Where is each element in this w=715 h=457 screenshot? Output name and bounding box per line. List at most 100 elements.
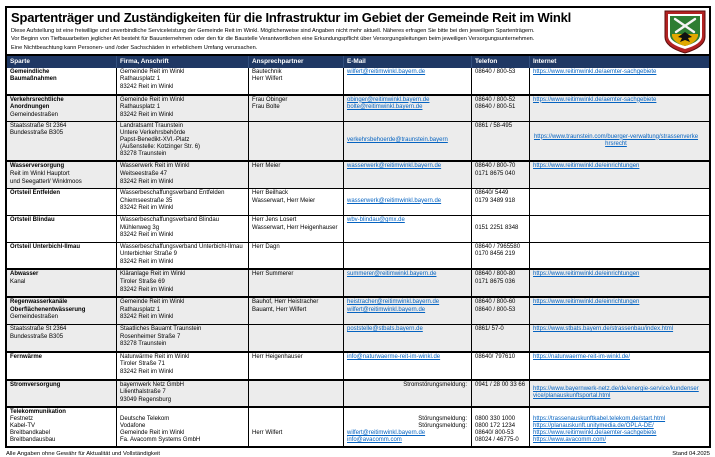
text-line: Weitseestraße 47: [120, 170, 167, 177]
column-header-email: E-Mail: [343, 55, 471, 68]
text-line: 0179 3489 918: [475, 197, 516, 204]
text-line: 0861/ 57-0: [475, 326, 504, 333]
cell-firma-anschrift: Landratsamt Traunstein Untere Verkehrsbeh…: [116, 122, 248, 161]
text-line: Breitbandausbau: [10, 437, 56, 444]
hyperlink[interactable]: https://www.stbats.bayern.de/strassenbau…: [533, 326, 674, 333]
hyperlink[interactable]: summerer@reitimwinkl.bayern.de: [347, 271, 437, 278]
cell-telefon: 0151 2251 8348: [471, 215, 529, 242]
text-line: Wasserversorgung: [10, 163, 65, 170]
hyperlink[interactable]: info@naturwaerme-reit-im-winkl.de: [347, 353, 441, 360]
hyperlink[interactable]: info@avacomm.com: [347, 437, 402, 444]
text-line: Anordnungen: [10, 104, 50, 111]
text-line: Naturwärme Reit im Winkl: [120, 353, 190, 360]
table-row: Fernwärme Naturwärme Reit im Winkl Tiroler…: [7, 350, 709, 379]
text-line: Rosenheimer Straße 7: [120, 333, 181, 340]
text-line: 0171 8675 040: [475, 170, 516, 177]
cell-telefon: 0861/ 57-0: [471, 325, 529, 351]
text-line: Wasserbeschaffungsverband Blindau: [120, 216, 220, 223]
table-row: Verkehrsrechtliche Anordnungen Gemeindestr…: [7, 93, 709, 122]
table-body: Gemeindliche Baumaßnahmen Gemeinde Reit im…: [5, 67, 711, 449]
text-line: Störungsmeldung:: [418, 423, 467, 430]
text-line: (Außenstelle: Kotzinger Str. 6): [120, 144, 201, 151]
cell-email: wasserwerk@reitimwinkl.bayern.de: [343, 162, 471, 189]
hyperlink[interactable]: heistracher@reitimwinkl.bayern.de: [347, 299, 440, 306]
text-line: Tiroler Straße 69: [120, 279, 165, 286]
text-line: Ortsteil Unterbichl-Ilmau: [10, 243, 81, 250]
hyperlink[interactable]: wilfert@reitimwinkl.bayern.de: [347, 430, 426, 437]
cell-telefon: 08640 / 800-52 08640 / 800-51: [471, 95, 529, 122]
text-line: Herr Dagn: [252, 243, 280, 250]
cell-ansprechpartner: Herr Jens Losert Wasserwart, Herr Heigenh…: [248, 215, 343, 242]
hyperlink[interactable]: bolte@reitimwinkl.bayern.de: [347, 104, 423, 111]
cell-telefon: 08640/ 797610: [471, 352, 529, 379]
cell-telefon: 08640 / 800-70 0171 8675 040: [471, 162, 529, 189]
hyperlink[interactable]: wasserwerk@reitimwinkl.bayern.de: [347, 163, 442, 170]
text-line: Rathausplatz 1: [120, 104, 161, 111]
cell-internet: https://trassenauskunftkabel.telekom.de/…: [529, 408, 701, 447]
hyperlink[interactable]: https://www.reitimwinkl.de/einrichtungen: [533, 271, 640, 278]
column-header-telefon: Telefon: [471, 55, 529, 68]
cell-sparte: Gemeindliche Baumaßnahmen: [7, 68, 116, 94]
hyperlink[interactable]: wilfert@reitimwinkl.bayern.de: [347, 306, 426, 313]
text-line: 08640 / 800-80: [475, 271, 516, 278]
hyperlink[interactable]: obinger@reitimwinkl.bayern.de: [347, 96, 430, 103]
hyperlink[interactable]: https://www.reitimwinkl.de/aemter-sachge…: [533, 68, 657, 75]
hyperlink[interactable]: https://trassenauskunftkabel.telekom.de/…: [533, 416, 666, 423]
hyperlink[interactable]: https://naturwaerme-reit-im-winkl.de/: [533, 353, 631, 360]
cell-email: Störungsmeldung: Störungsmeldung: wilfert@…: [343, 408, 471, 447]
hyperlink[interactable]: wilfert@reitimwinkl.bayern.de: [347, 68, 426, 75]
hyperlink[interactable]: https://www.reitimwinkl.de/einrichtungen: [533, 163, 640, 170]
text-line: Wasserwerk Reit im Winkl: [120, 163, 190, 170]
cell-internet: https://www.reitimwinkl.de/aemter-sachge…: [529, 95, 701, 122]
cell-sparte: Fernwärme: [7, 353, 116, 379]
text-line: Wasserwart, Herr Meier: [252, 197, 316, 204]
cell-sparte: Regenwasserkanäle Oberflächenentwässerung…: [7, 298, 116, 324]
table-row: Regenwasserkanäle Oberflächenentwässerung…: [7, 296, 709, 325]
cell-telefon: 0861 / 58-495: [471, 122, 529, 161]
text-line: 08640 / 800-52: [475, 96, 516, 103]
hyperlink[interactable]: https://planauskunft.unitymedia.de/OPLA-…: [533, 423, 654, 430]
cell-firma-anschrift: bayernwerk Netz GmbH Lilienthalstraße 7 93…: [116, 380, 248, 407]
cell-ansprechpartner: [248, 325, 343, 351]
cell-telefon: 08640 / 800-60 08640 / 800-53: [471, 298, 529, 325]
text-line: Rathausplatz 1: [120, 76, 161, 83]
text-line: Wasserbeschaffungsverband Unterbichl-Ilm…: [120, 243, 243, 250]
cell-internet: https://www.stbats.bayern.de/strassenbau…: [529, 325, 701, 351]
text-line: Gemeindestraßen: [10, 111, 59, 118]
text-line: Fa. Avacomm Systems GmbH: [120, 437, 201, 444]
cell-email: Stromstörungsmeldung:: [343, 380, 471, 407]
cell-ansprechpartner: Herr Dagn: [248, 242, 343, 269]
hyperlink[interactable]: wbv-blindau@gmx.de: [347, 216, 405, 223]
text-line: Bauamt, Herr Wilfert: [252, 306, 307, 313]
hyperlink[interactable]: verkehrsbehoerde@traunstein.bayern: [347, 137, 448, 144]
text-line: Wasserbeschaffungsverband Entfelden: [120, 190, 225, 197]
text-line: Bundesstraße B305: [10, 333, 64, 340]
hyperlink[interactable]: https://www.reitimwinkl.de/aemter-sachge…: [533, 96, 657, 103]
hyperlink[interactable]: https://www.reitimwinkl.de/einrichtungen: [533, 299, 640, 306]
text-line: Staatsstraße St 2364: [10, 326, 67, 333]
text-line: Gemeindestraßen: [10, 314, 59, 321]
cell-firma-anschrift: Wasserwerk Reit im Winkl Weitseestraße 47…: [116, 162, 248, 189]
text-line: Frau Obinger: [252, 96, 288, 103]
column-header-sparte: Sparte: [10, 58, 30, 66]
cell-email: summerer@reitimwinkl.bayern.de: [343, 270, 471, 297]
cell-sparte: Telekommunikation Festnetz Kabel-TV Breitba…: [7, 408, 116, 446]
cell-telefon: 0941 / 28 00 33 66: [471, 380, 529, 407]
hyperlink[interactable]: https://www.avacomm.com/: [533, 437, 607, 444]
text-line: Gemeindliche: [10, 68, 50, 75]
table-row: Staatsstraße St 2364 Bundesstraße B305 Sta…: [7, 324, 709, 351]
text-line: Gemeinde Reit im Winkl: [120, 68, 185, 75]
cell-ansprechpartner: [248, 380, 343, 407]
text-line: Rathausplatz 1: [120, 306, 161, 313]
hyperlink[interactable]: wasserwerk@reitimwinkl.bayern.de: [347, 197, 442, 204]
hyperlink[interactable]: poststelle@stbats.bayern.de: [347, 326, 423, 333]
text-line: 08640 / 800-53: [475, 68, 516, 75]
text-line: Reit im Winkl Hauptort: [10, 170, 70, 177]
text-line: 08640/ 797610: [475, 353, 516, 360]
text-line: Bautechnik: [252, 68, 282, 75]
hyperlink[interactable]: https://www.bayernwerk-netz.de/de/energi…: [533, 385, 699, 399]
cell-firma-anschrift: Wasserbeschaffungsverband Unterbichl-Ilm…: [116, 242, 248, 269]
hyperlink[interactable]: https://www.reitimwinkl.de/aemter-sachge…: [533, 430, 657, 437]
hyperlink[interactable]: https://www.traunstein.com/buerger-verwa…: [533, 133, 699, 147]
table-row: Ortsteil Entfelden Wasserbeschaffungsverb…: [7, 188, 709, 215]
